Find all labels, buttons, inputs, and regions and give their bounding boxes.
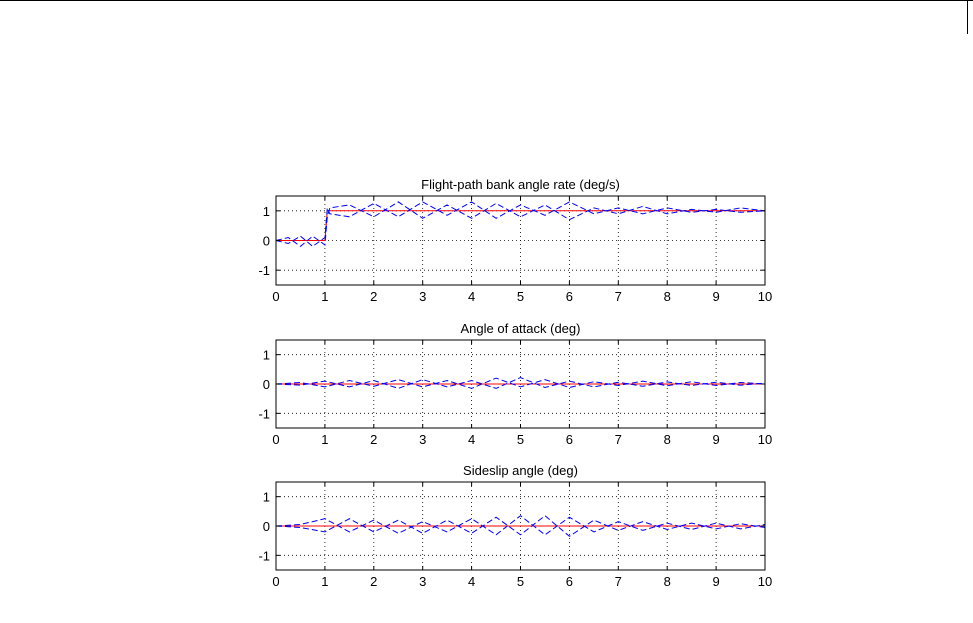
series-line-3 xyxy=(275,201,766,248)
x-tick-label: 5 xyxy=(517,432,524,447)
y-tick-label: -1 xyxy=(258,548,270,563)
x-tick-label: 2 xyxy=(370,574,377,589)
y-tick-label: 1 xyxy=(263,490,270,505)
x-tick-label: 7 xyxy=(615,289,622,304)
x-tick-label: 3 xyxy=(419,289,426,304)
y-tick-label: 1 xyxy=(263,348,270,363)
subplot-title: Angle of attack (deg) xyxy=(461,321,581,336)
series-line-2 xyxy=(275,377,766,389)
y-tick-label: -1 xyxy=(258,406,270,421)
x-tick-label: 3 xyxy=(419,574,426,589)
x-tick-label: 5 xyxy=(517,574,524,589)
x-tick-label: 0 xyxy=(272,289,279,304)
x-tick-label: 9 xyxy=(712,574,719,589)
x-tick-label: 7 xyxy=(615,574,622,589)
x-tick-label: 8 xyxy=(664,574,671,589)
x-tick-label: 4 xyxy=(468,289,475,304)
x-tick-label: 8 xyxy=(664,289,671,304)
x-tick-label: 4 xyxy=(468,574,475,589)
x-tick-label: 6 xyxy=(566,432,573,447)
y-tick-label: 1 xyxy=(263,204,270,219)
x-tick-label: 6 xyxy=(566,289,573,304)
subplot-title: Flight-path bank angle rate (deg/s) xyxy=(421,177,620,192)
x-tick-label: 7 xyxy=(615,432,622,447)
y-tick-label: 0 xyxy=(263,234,270,249)
x-tick-label: 6 xyxy=(566,574,573,589)
window-right-border xyxy=(967,0,968,34)
x-tick-label: 1 xyxy=(321,574,328,589)
x-tick-label: 2 xyxy=(370,289,377,304)
x-tick-label: 9 xyxy=(712,432,719,447)
y-tick-label: 0 xyxy=(263,377,270,392)
x-tick-label: 5 xyxy=(517,289,524,304)
series-line-3 xyxy=(275,515,766,537)
series-line-2 xyxy=(275,515,766,536)
x-tick-label: 3 xyxy=(419,432,426,447)
x-tick-label: 9 xyxy=(712,289,719,304)
x-tick-label: 0 xyxy=(272,574,279,589)
series-line-3 xyxy=(275,376,766,389)
x-tick-label: 8 xyxy=(664,432,671,447)
window-top-border xyxy=(0,0,973,1)
x-tick-label: 0 xyxy=(272,432,279,447)
x-tick-label: 2 xyxy=(370,432,377,447)
x-tick-label: 1 xyxy=(321,289,328,304)
y-tick-label: 0 xyxy=(263,519,270,534)
x-tick-label: 10 xyxy=(758,574,772,589)
x-tick-label: 1 xyxy=(321,432,328,447)
y-tick-label: -1 xyxy=(258,263,270,278)
x-tick-label: 10 xyxy=(758,432,772,447)
x-tick-label: 4 xyxy=(468,432,475,447)
x-tick-label: 10 xyxy=(758,289,772,304)
series-line-2 xyxy=(275,201,766,248)
subplot-title: Sideslip angle (deg) xyxy=(463,463,578,478)
